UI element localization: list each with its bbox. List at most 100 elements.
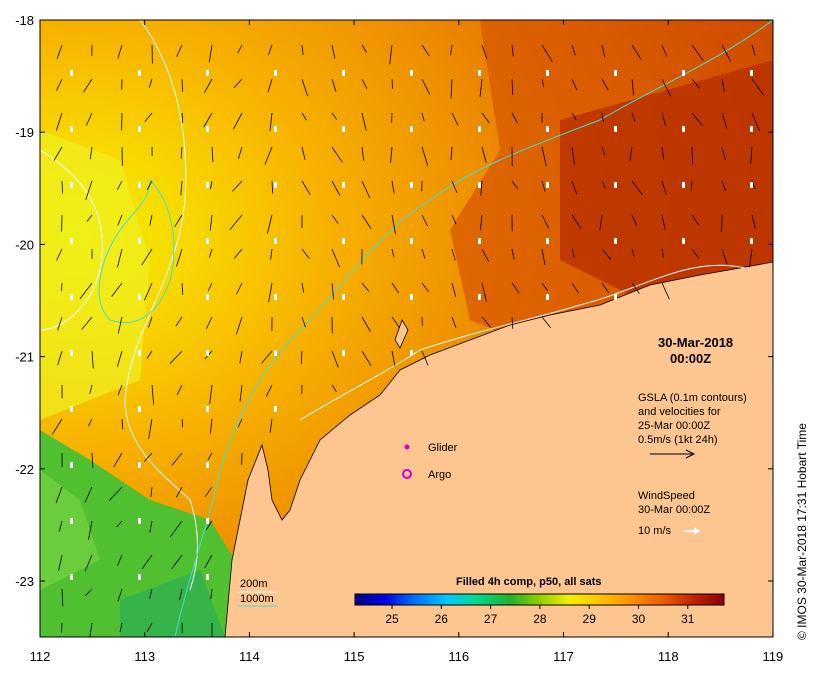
wind-arrow [410,182,413,188]
wind-arrow [274,126,277,132]
wind-arrow [70,462,73,468]
wind-arrow [206,126,209,132]
x-tick-label: 113 [134,649,155,664]
wind-arrow [70,126,73,132]
wind-arrow [206,294,209,300]
wind-arrow [138,574,141,580]
colorbar-tick-label: 30 [632,612,646,626]
wind-arrow [546,126,549,132]
wind-arrow [750,126,753,132]
wind-arrow [138,518,141,524]
wind-arrow [70,350,73,356]
wind-arrow [138,350,141,356]
y-tick-label: -19 [15,125,34,140]
colorbar-tick-label: 31 [681,612,695,626]
wind-arrow [478,126,481,132]
plot-area [40,20,773,638]
wind-arrow [614,182,617,188]
wind-arrow [342,70,345,76]
date-label: 30-Mar-2018 [658,335,733,350]
gsla-line-1: GSLA (0.1m contours) [638,392,747,404]
y-tick-label: -22 [15,462,34,477]
wind-arrow [274,182,277,188]
wind-arrow [342,126,345,132]
wind-arrow [70,518,73,524]
wind-arrow [206,238,209,244]
wind-arrow [410,350,413,356]
wind-arrow [682,70,685,76]
wind-arrow [750,238,753,244]
wind-arrow [614,126,617,132]
wind-arrow [206,182,209,188]
wind-arrow [478,182,481,188]
wind-arrow [682,182,685,188]
colorbar-tick-label: 29 [583,612,597,626]
glider-marker [405,445,410,450]
wind-arrow [546,238,549,244]
wind-arrow [274,238,277,244]
wind-arrow [274,294,277,300]
gsla-line-4: 0.5m/s (1kt 24h) [638,434,717,446]
y-tick-label: -18 [15,13,34,28]
wind-arrow [206,574,209,580]
colorbar-tick-label: 26 [435,612,449,626]
wind-arrow [342,294,345,300]
depth-1000-label: 1000m [240,593,274,605]
colorbar-tick-label: 27 [484,612,498,626]
depth-200-label: 200m [240,578,268,590]
y-tick-label: -20 [15,237,34,252]
x-tick-label: 119 [763,649,784,664]
x-tick-label: 112 [30,649,51,664]
wind-arrow [342,182,345,188]
x-tick-label: 117 [553,649,574,664]
wind-arrow [138,70,141,76]
gsla-line-3: 25-Mar 00:00Z [638,420,710,432]
wind-arrow [274,350,277,356]
argo-label: Argo [428,469,451,481]
wind-arrow [206,350,209,356]
wind-arrow [70,182,73,188]
wind-arrow [138,126,141,132]
wind-arrow [138,462,141,468]
wind-arrow [750,182,753,188]
wind-arrow [750,70,753,76]
x-tick-label: 116 [448,649,469,664]
wind-arrow [206,406,209,412]
wind-arrow [546,182,549,188]
x-tick-label: 114 [239,649,260,664]
wind-arrow [206,70,209,76]
wind-arrow [682,238,685,244]
wind-arrow [274,70,277,76]
wind-arrow [70,574,73,580]
wind-arrow [614,294,617,300]
wind-arrow [410,238,413,244]
wind-arrow [70,70,73,76]
wind-arrow [342,238,345,244]
wind-arrow [614,238,617,244]
wind-arrow [70,238,73,244]
x-tick-label: 118 [658,649,679,664]
wind-arrow [478,70,481,76]
gsla-line-2: and velocities for [638,406,721,418]
wind-arrow [206,462,209,468]
wind-line-1: WindSpeed [638,490,695,502]
glider-label: Glider [428,442,458,454]
wind-line-2: 30-Mar 00:00Z [638,504,710,516]
wind-arrow [138,182,141,188]
wind-arrow [138,406,141,412]
wind-arrow [138,238,141,244]
wind-arrow [614,70,617,76]
wind-arrow [70,294,73,300]
y-tick-label: -23 [15,574,34,589]
wind-arrow [478,238,481,244]
colorbar-tick-label: 25 [385,612,399,626]
wind-arrow [546,70,549,76]
x-tick-label: 115 [344,649,365,664]
colorbar-title: Filled 4h comp, p50, all sats [456,576,602,588]
wind-arrow [138,294,141,300]
wind-arrow [70,406,73,412]
colorbar [355,594,724,605]
colorbar-tick-label: 28 [533,612,547,626]
